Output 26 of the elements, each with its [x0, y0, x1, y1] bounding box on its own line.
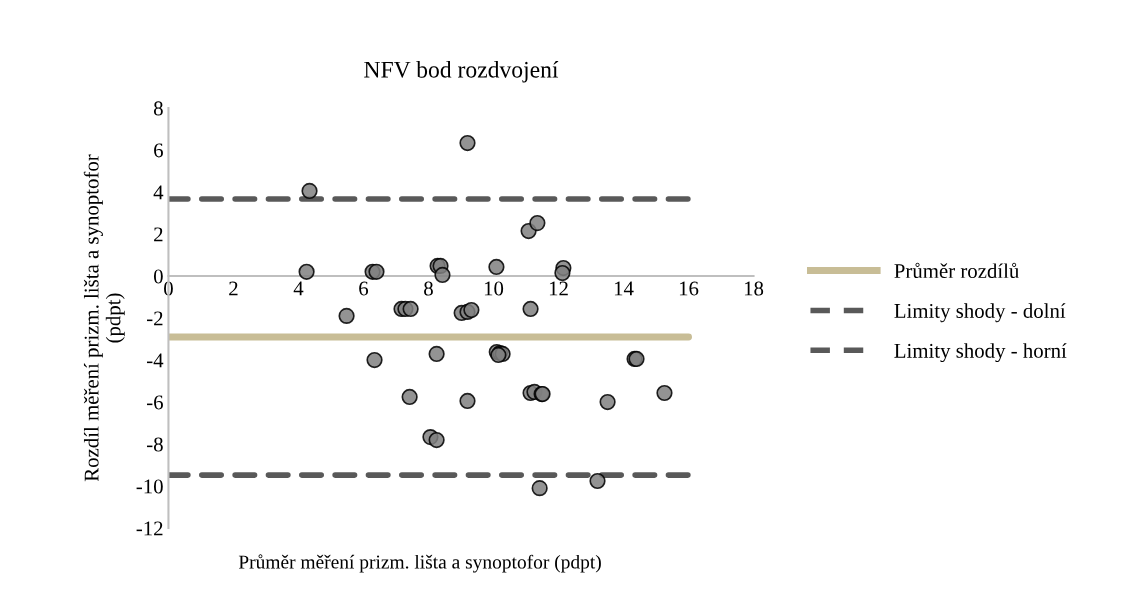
chart-title: NFV bod rozdvojení — [364, 61, 559, 83]
legend-label: Limity shody - dolní — [894, 303, 1066, 323]
x-tick-label: 6 — [359, 281, 369, 296]
y-tick-label: -12 — [136, 521, 163, 536]
x-tick-label: 18 — [744, 281, 764, 296]
y-tick-label: -8 — [147, 437, 163, 452]
y-axis-title: Rozdíl měření prizm. lišta a synoptofor (pdpt) — [83, 154, 125, 482]
y-tick-label: 2 — [154, 227, 163, 242]
legend-label: Průměr rozdílů — [894, 262, 1019, 279]
x-tick-label: 16 — [679, 281, 699, 296]
y-tick-label: 8 — [153, 101, 163, 116]
y-tick-label: 0 — [153, 269, 163, 284]
y-tick-label: 4 — [153, 185, 164, 200]
x-tick-label: 4 — [293, 281, 304, 296]
x-axis-title: Průměr měření prizm. lišta a synoptofor (pdpt) — [238, 554, 601, 573]
x-tick-label: 8 — [424, 281, 433, 296]
x-tick-label: 2 — [229, 281, 238, 296]
y-tick-label: -6 — [147, 395, 163, 410]
legend-label: Limity shody - horní — [894, 343, 1067, 363]
x-tick-label: 12 — [549, 281, 568, 296]
y-tick-label: -2 — [147, 311, 163, 326]
y-tick-label: 6 — [154, 143, 163, 158]
x-tick-label: 10 — [484, 281, 504, 296]
y-tick-label: -4 — [147, 353, 164, 368]
y-tick-label: -10 — [136, 479, 163, 494]
x-tick-label: 14 — [614, 281, 634, 296]
